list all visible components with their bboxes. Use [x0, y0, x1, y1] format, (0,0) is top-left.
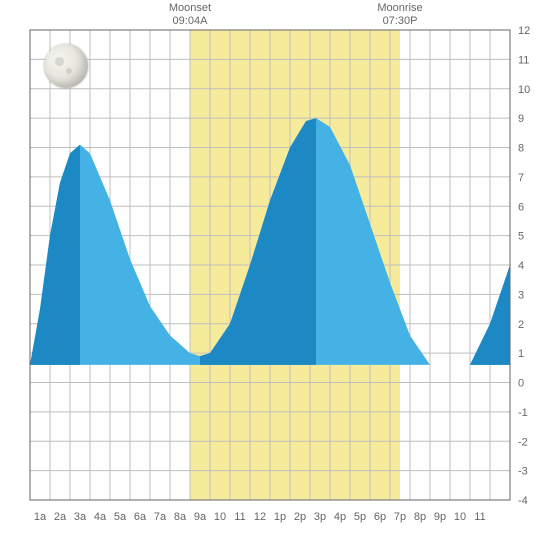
- annotation-title: Moonset: [169, 2, 211, 14]
- y-tick-label: 6: [518, 201, 524, 213]
- x-tick-label: 11: [474, 511, 485, 523]
- x-tick-label: 6p: [374, 511, 386, 523]
- y-tick-label: 4: [518, 260, 524, 272]
- tide-moon-chart: -4-3-2-101234567891011121a2a3a4a5a6a7a8a…: [0, 0, 550, 550]
- x-tick-label: 4a: [94, 511, 107, 523]
- y-tick-label: 3: [518, 289, 524, 301]
- x-tick-label: 4p: [334, 511, 346, 523]
- y-tick-label: -2: [518, 436, 528, 448]
- x-tick-label: 8a: [174, 511, 187, 523]
- y-tick-label: 12: [518, 25, 530, 37]
- chart-svg: -4-3-2-101234567891011121a2a3a4a5a6a7a8a…: [0, 0, 550, 550]
- x-tick-label: 11: [234, 511, 245, 523]
- x-tick-label: 2a: [54, 511, 67, 523]
- annotation-time: 07:30P: [383, 15, 418, 27]
- y-tick-label: 10: [518, 84, 530, 96]
- x-tick-label: 10: [454, 511, 466, 523]
- y-tick-label: 7: [518, 172, 524, 184]
- y-tick-label: -1: [518, 407, 528, 419]
- y-tick-label: 8: [518, 143, 524, 155]
- x-tick-label: 9a: [194, 511, 207, 523]
- annotation-title: Moonrise: [377, 2, 422, 14]
- y-tick-label: 9: [518, 113, 524, 125]
- y-tick-label: 11: [518, 54, 529, 66]
- x-tick-label: 12: [254, 511, 266, 523]
- x-tick-label: 6a: [134, 511, 147, 523]
- y-tick-label: -4: [518, 495, 528, 507]
- x-tick-label: 1p: [274, 511, 286, 523]
- x-tick-label: 10: [214, 511, 226, 523]
- y-tick-label: 2: [518, 319, 524, 331]
- annotation-time: 09:04A: [173, 15, 208, 27]
- annotation-moonset: Moonset09:04A: [169, 2, 211, 28]
- y-tick-label: 0: [518, 378, 524, 390]
- x-tick-label: 3a: [74, 511, 87, 523]
- x-tick-label: 5p: [354, 511, 366, 523]
- x-tick-label: 1a: [34, 511, 47, 523]
- x-tick-label: 2p: [294, 511, 306, 523]
- x-tick-label: 7a: [154, 511, 167, 523]
- y-tick-label: -3: [518, 466, 528, 478]
- y-tick-label: 1: [518, 348, 524, 360]
- x-tick-label: 3p: [314, 511, 326, 523]
- moon-icon: [44, 44, 88, 88]
- annotation-moonrise: Moonrise07:30P: [377, 2, 422, 28]
- x-tick-label: 7p: [394, 511, 406, 523]
- y-tick-label: 5: [518, 231, 524, 243]
- x-tick-label: 5a: [114, 511, 127, 523]
- x-tick-label: 9p: [434, 511, 446, 523]
- x-tick-label: 8p: [414, 511, 426, 523]
